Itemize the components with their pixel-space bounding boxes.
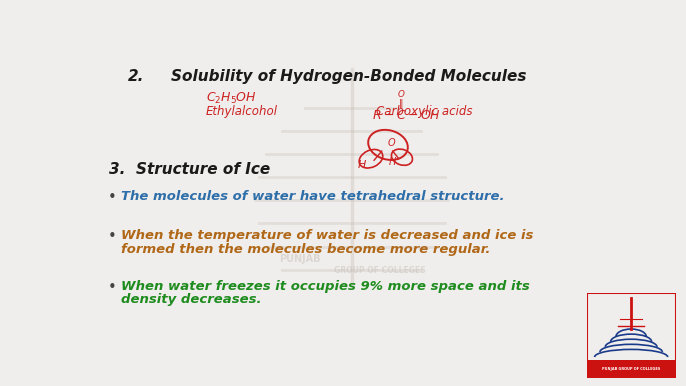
- Text: density decreases.: density decreases.: [121, 293, 262, 306]
- Text: When water freezes it occupies 9% more space and its: When water freezes it occupies 9% more s…: [121, 279, 530, 293]
- Text: The molecules of water have tetrahedral structure.: The molecules of water have tetrahedral …: [121, 190, 505, 203]
- Text: •: •: [108, 190, 116, 205]
- Text: When the temperature of water is decreased and ice is: When the temperature of water is decreas…: [121, 229, 534, 242]
- Text: formed then the molecules become more regular.: formed then the molecules become more re…: [121, 243, 490, 256]
- Bar: [587, 360, 676, 378]
- Text: Ethylalcohol: Ethylalcohol: [206, 105, 278, 118]
- Text: Structure of Ice: Structure of Ice: [136, 162, 270, 177]
- Text: GROUP OF COLLEGES: GROUP OF COLLEGES: [334, 266, 425, 276]
- Text: •: •: [108, 229, 116, 244]
- Text: O: O: [388, 138, 396, 148]
- Text: Carboxylic acids: Carboxylic acids: [377, 105, 473, 118]
- Text: H: H: [357, 160, 366, 170]
- Text: PUNJAB GROUP OF COLLEGES: PUNJAB GROUP OF COLLEGES: [602, 367, 660, 371]
- Text: H: H: [389, 157, 397, 167]
- Text: $R-\overset{O}{\overset{\|}{C}}-OH$: $R-\overset{O}{\overset{\|}{C}}-OH$: [372, 89, 442, 123]
- Text: Solubility of Hydrogen-Bonded Molecules: Solubility of Hydrogen-Bonded Molecules: [171, 69, 526, 85]
- Text: PUNJAB: PUNJAB: [279, 254, 321, 264]
- Text: 3.: 3.: [109, 162, 126, 177]
- Text: 2.: 2.: [128, 69, 145, 85]
- Text: $C_2H_5OH$: $C_2H_5OH$: [206, 91, 257, 106]
- Text: •: •: [108, 279, 116, 295]
